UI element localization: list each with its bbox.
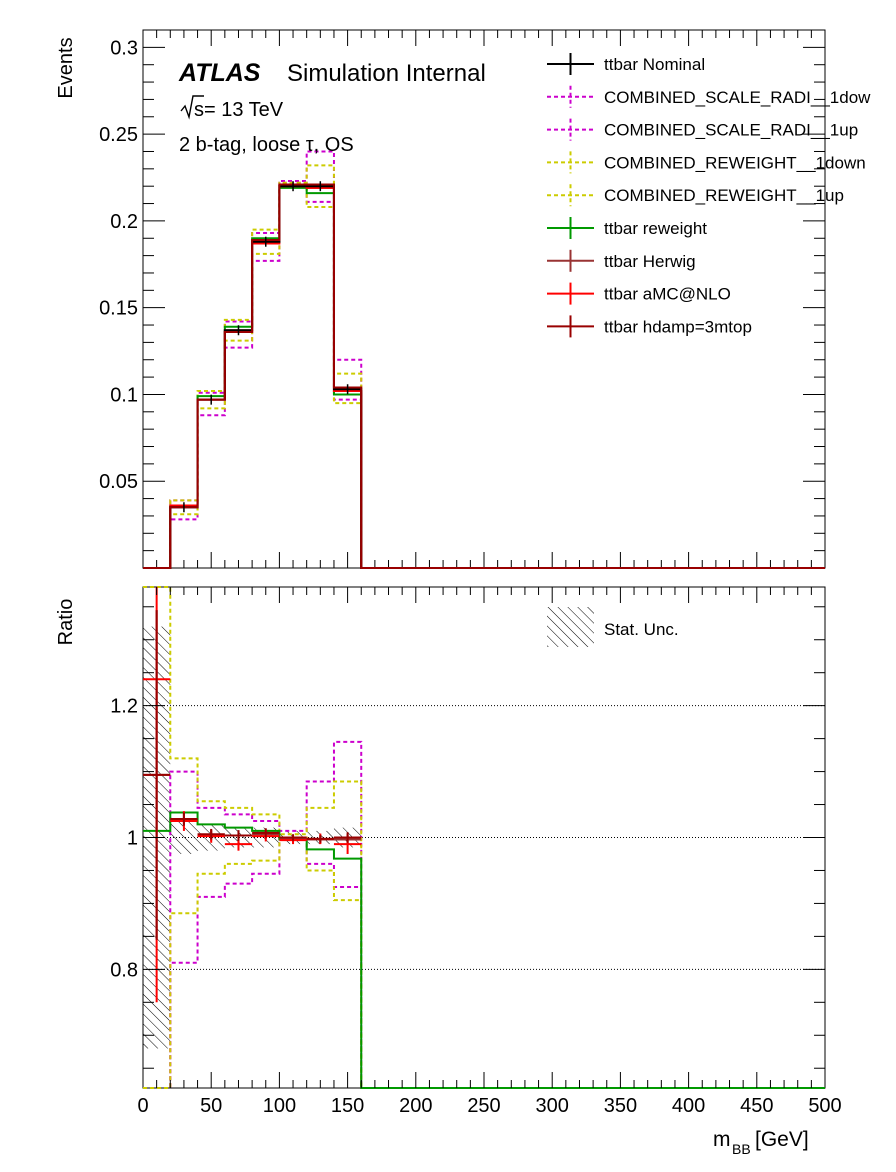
- top-y-tick-label: 0.15: [99, 298, 138, 320]
- top-y-axis-label: Events: [55, 37, 77, 98]
- top-y-tick-label: 0.1: [110, 384, 138, 406]
- x-tick-label: 0: [137, 1095, 148, 1117]
- bottom-pad: 0.8 1 1.2 0 50 100 150 200 250 300 350 400 450 500 R…: [55, 586, 842, 1157]
- legend-entry-combined-reweight-1up: COMBINED_REWEIGHT__1up: [547, 184, 844, 207]
- atlas-brand: ATLAS: [178, 59, 261, 87]
- legend-entry-ttbar-reweight: ttbar reweight: [547, 217, 707, 239]
- top-x-ticks: [156, 30, 812, 568]
- selection-label: 2 b-tag, loose τ, OS: [179, 134, 354, 156]
- legend-entry-combined-scale-radi-1dow: COMBINED_SCALE_RADI__1dow: [547, 85, 871, 108]
- legend-label: COMBINED_REWEIGHT__1down: [604, 153, 866, 172]
- legend-label: ttbar Nominal: [604, 55, 705, 74]
- energy-symbol: s: [194, 99, 204, 121]
- legend-label: COMBINED_SCALE_RADI__1dow: [604, 88, 871, 107]
- x-axis-label-subscript: BB: [732, 1141, 751, 1157]
- legend-label: COMBINED_REWEIGHT__1up: [604, 186, 844, 205]
- bottom-series-combined-scale-radi-1up: [143, 836, 825, 1089]
- top-y-tick-label: 0.3: [110, 37, 138, 59]
- x-tick-label: 500: [808, 1095, 841, 1117]
- legend-label: ttbar aMC@NLO: [604, 285, 731, 304]
- legend-label: COMBINED_SCALE_RADI__1up: [604, 121, 858, 140]
- x-tick-label: 100: [263, 1095, 296, 1117]
- top-series-ttbar-reweight: [143, 186, 825, 569]
- top-y-ticks: 0.05 0.1 0.15 0.2 0.25 0.3: [99, 37, 825, 552]
- legend-entry-ttbar-nominal: ttbar Nominal: [547, 53, 705, 75]
- legend-entry-ttbar-hdamp-3mtop: ttbar hdamp=3mtop: [547, 315, 752, 338]
- bottom-y-tick-label: 1.2: [110, 696, 138, 718]
- top-series-combined-reweight-1down: [143, 164, 825, 569]
- legend-entry-ttbar-amc-nlo: ttbar aMC@NLO: [547, 282, 731, 305]
- x-axis-label-main: m: [713, 1128, 731, 1151]
- legend-label: ttbar reweight: [604, 219, 707, 238]
- legend-bottom: Stat. Unc.: [547, 607, 679, 647]
- legend-label: ttbar Herwig: [604, 252, 696, 271]
- x-tick-label: 250: [467, 1095, 500, 1117]
- top-series: [143, 150, 825, 569]
- legend-label-stat-unc: Stat. Unc.: [604, 620, 679, 639]
- x-axis-label-unit: [GeV]: [755, 1128, 809, 1151]
- bottom-series-combined-reweight-1up: [143, 836, 825, 1089]
- legend-top: ttbar Nominal COMBINED_SCALE_RADI__1dow CO…: [547, 53, 871, 338]
- x-tick-label: 350: [604, 1095, 637, 1117]
- bottom-series-combined-scale-radi-1dow: [143, 740, 825, 1089]
- top-y-tick-label: 0.25: [99, 124, 138, 146]
- stat-unc-band: [143, 626, 362, 1049]
- top-y-tick-label: 0.05: [99, 471, 138, 493]
- x-tick-label: 150: [331, 1095, 364, 1117]
- x-axis-label: m BB [GeV]: [713, 1128, 809, 1157]
- x-tick-label: 400: [672, 1095, 705, 1117]
- top-series-combined-scale-radi-1up: [143, 181, 825, 569]
- bottom-y-tick-label: 0.8: [110, 959, 138, 981]
- x-tick-label: 450: [740, 1095, 773, 1117]
- top-series-ttbar-hdamp-3mtop: [143, 183, 825, 569]
- bottom-series-combined-reweight-1down: [143, 586, 825, 1089]
- top-pad: 0.05 0.1 0.15 0.2 0.25 0.3 Events ATLAS Simul…: [55, 29, 871, 569]
- bottom-x-ticks: 0 50 100 150 200 250 300 350 400 450 500: [137, 587, 842, 1117]
- legend-swatch-stat-unc: [547, 607, 594, 647]
- bottom-points: [143, 587, 362, 1003]
- bottom-y-axis-label: Ratio: [55, 599, 77, 646]
- x-tick-label: 50: [200, 1095, 222, 1117]
- top-series-ttbar-amc-nlo: [143, 185, 825, 569]
- x-tick-label: 300: [536, 1095, 569, 1117]
- energy-value: = 13 TeV: [204, 99, 284, 121]
- top-series-ttbar-nominal: [143, 185, 825, 569]
- top-series-combined-scale-radi-1dow: [143, 150, 825, 569]
- top-series-combined-reweight-1up: [143, 185, 825, 569]
- bottom-series-ttbar-reweight: [143, 811, 825, 1089]
- legend-entry-ttbar-herwig: ttbar Herwig: [547, 249, 696, 272]
- atlas-label: Simulation Internal: [287, 60, 486, 87]
- bottom-y-ticks: 0.8 1 1.2: [110, 606, 825, 1069]
- legend-entry-combined-scale-radi-1up: COMBINED_SCALE_RADI__1up: [547, 118, 858, 141]
- x-tick-label: 200: [399, 1095, 432, 1117]
- legend-label: ttbar hdamp=3mtop: [604, 317, 752, 336]
- top-y-tick-label: 0.2: [110, 211, 138, 233]
- top-series-ttbar-herwig: [143, 185, 825, 569]
- legend-entry-combined-reweight-1down: COMBINED_REWEIGHT__1down: [547, 151, 866, 174]
- sqrt-symbol: [180, 95, 204, 120]
- energy-label: s = 13 TeV: [180, 95, 284, 121]
- bottom-y-tick-label: 1: [127, 828, 138, 850]
